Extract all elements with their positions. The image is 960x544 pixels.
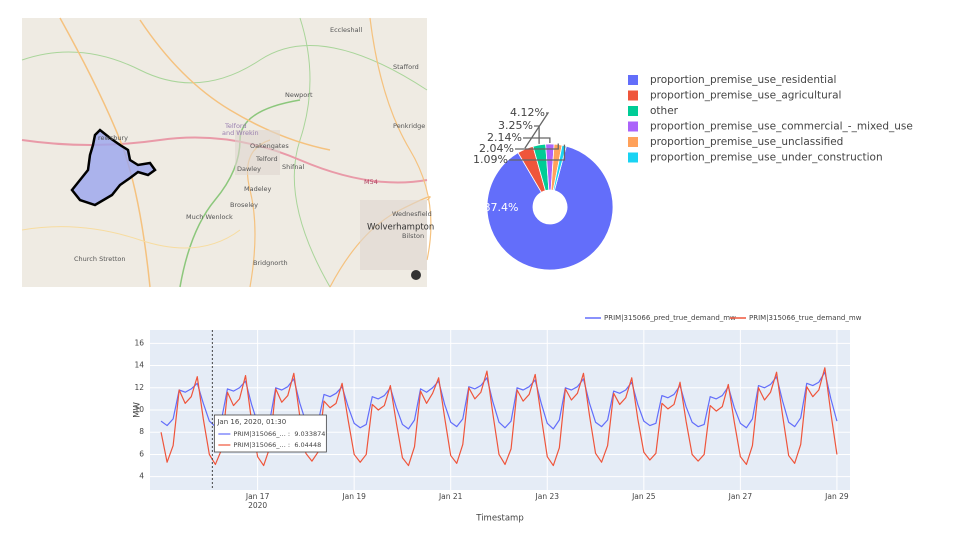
place-label: Wolverhampton bbox=[367, 223, 434, 233]
map-boundary bbox=[293, 17, 331, 288]
y-tick-label: 10 bbox=[134, 405, 144, 414]
map-info-icon[interactable] bbox=[411, 270, 421, 280]
y-tick-label: 4 bbox=[139, 472, 144, 481]
legend-label[interactable]: proportion_premise_use_agricultural bbox=[650, 90, 841, 102]
y-tick-label: 8 bbox=[139, 427, 144, 436]
label-leader bbox=[515, 143, 559, 150]
map-road bbox=[139, 19, 331, 151]
slice-label: 1.09% bbox=[473, 153, 508, 166]
place-label: Telford bbox=[255, 155, 278, 163]
x-tick-label: Jan 25 bbox=[631, 492, 656, 501]
legend-swatch[interactable] bbox=[628, 106, 638, 116]
map-region[interactable] bbox=[70, 128, 157, 207]
legend-swatch[interactable] bbox=[628, 121, 638, 132]
legend-label[interactable]: proportion_premise_use_unclassified bbox=[650, 136, 843, 148]
place-label: Wednesfield bbox=[392, 210, 432, 218]
map-boundary bbox=[179, 99, 301, 288]
label-leader bbox=[509, 144, 566, 161]
legend-swatch[interactable] bbox=[628, 137, 638, 147]
x-tick-label: Jan 27 bbox=[728, 492, 753, 501]
legend-label[interactable]: proportion_premise_use_commercial_-_mixe… bbox=[650, 121, 913, 133]
hover-title: Jan 16, 2020, 01:30 bbox=[216, 418, 286, 426]
legend-swatch[interactable] bbox=[628, 90, 638, 101]
y-tick-label: 6 bbox=[139, 449, 144, 458]
pie-slice[interactable] bbox=[552, 144, 567, 192]
pie-chart: 87.4% 4.12%3.25%2.14%2.04%1.09% proportion… bbox=[473, 74, 913, 271]
legend-label[interactable]: other bbox=[650, 105, 679, 117]
slice-label: 4.12% bbox=[510, 106, 545, 119]
x-tick-label: Jan 17 bbox=[245, 492, 270, 501]
hover-box bbox=[213, 414, 327, 453]
hover-label: PRIM|315066_... : bbox=[233, 430, 290, 438]
place-label: Telford bbox=[224, 122, 247, 130]
map-boundary bbox=[21, 44, 428, 91]
y-axis-title: MW bbox=[133, 402, 143, 418]
place-label: M54 bbox=[364, 178, 378, 186]
legend-swatch[interactable] bbox=[628, 152, 638, 163]
legend-label[interactable]: proportion_premise_use_residential bbox=[650, 74, 836, 86]
slice-label: 87.4% bbox=[484, 201, 519, 214]
place-label: Stafford bbox=[393, 63, 419, 71]
place-label: Newport bbox=[285, 91, 313, 99]
legend-swatch[interactable] bbox=[628, 75, 638, 85]
hover-value: 6.04448 bbox=[294, 441, 321, 449]
y-tick-label: 12 bbox=[134, 383, 144, 392]
x-axis-title: Timestamp bbox=[475, 514, 523, 524]
place-label: Eccleshall bbox=[330, 26, 362, 34]
series-line[interactable] bbox=[160, 371, 838, 430]
slice-label: 3.25% bbox=[498, 119, 533, 132]
x-tick-label: Jan 19 bbox=[341, 492, 366, 501]
y-tick-label: 16 bbox=[134, 338, 144, 347]
map-road bbox=[21, 226, 241, 249]
place-label: Shifnal bbox=[282, 163, 304, 171]
map[interactable]: Eccleshall Stafford Newport Telford and … bbox=[21, 17, 434, 288]
x-tick-sublabel: 2020 bbox=[248, 501, 267, 510]
place-label: Penkridge bbox=[393, 122, 425, 130]
place-label: Church Stretton bbox=[74, 255, 125, 263]
map-road bbox=[369, 17, 432, 261]
legend-label[interactable]: proportion_premise_use_under_constructio… bbox=[650, 152, 883, 164]
place-label: and Wrekin bbox=[222, 129, 259, 137]
legend-label[interactable]: PRIM|315066_pred_true_demand_mw bbox=[604, 314, 736, 322]
place-label: Madeley bbox=[244, 185, 272, 193]
slice-label: 2.04% bbox=[479, 142, 514, 155]
hover-label: PRIM|315066_... : bbox=[233, 441, 290, 449]
x-tick-label: Jan 29 bbox=[824, 492, 849, 501]
place-label: Much Wenlock bbox=[186, 213, 233, 221]
slice-label: 2.14% bbox=[487, 131, 522, 144]
map-urban bbox=[360, 200, 427, 270]
place-label: Bilston bbox=[402, 232, 424, 240]
place-label: Oakengates bbox=[250, 142, 289, 150]
pie-slice[interactable] bbox=[486, 145, 614, 271]
map-urban bbox=[235, 130, 280, 175]
label-leader bbox=[524, 112, 550, 149]
x-tick-label: Jan 23 bbox=[535, 492, 560, 501]
place-label: Bridgnorth bbox=[253, 259, 288, 267]
label-leader bbox=[523, 137, 551, 144]
y-tick-label: 14 bbox=[134, 361, 144, 370]
x-tick-label: Jan 21 bbox=[438, 492, 463, 501]
map-road bbox=[59, 17, 151, 288]
place-label: Broseley bbox=[230, 201, 258, 209]
place-label: Dawley bbox=[237, 165, 261, 173]
hover-value: 9.033874 bbox=[294, 430, 325, 438]
series-line[interactable] bbox=[160, 367, 838, 467]
place-label: rewsbury bbox=[98, 134, 128, 142]
legend-label[interactable]: PRIM|315066_true_demand_mw bbox=[749, 314, 862, 322]
